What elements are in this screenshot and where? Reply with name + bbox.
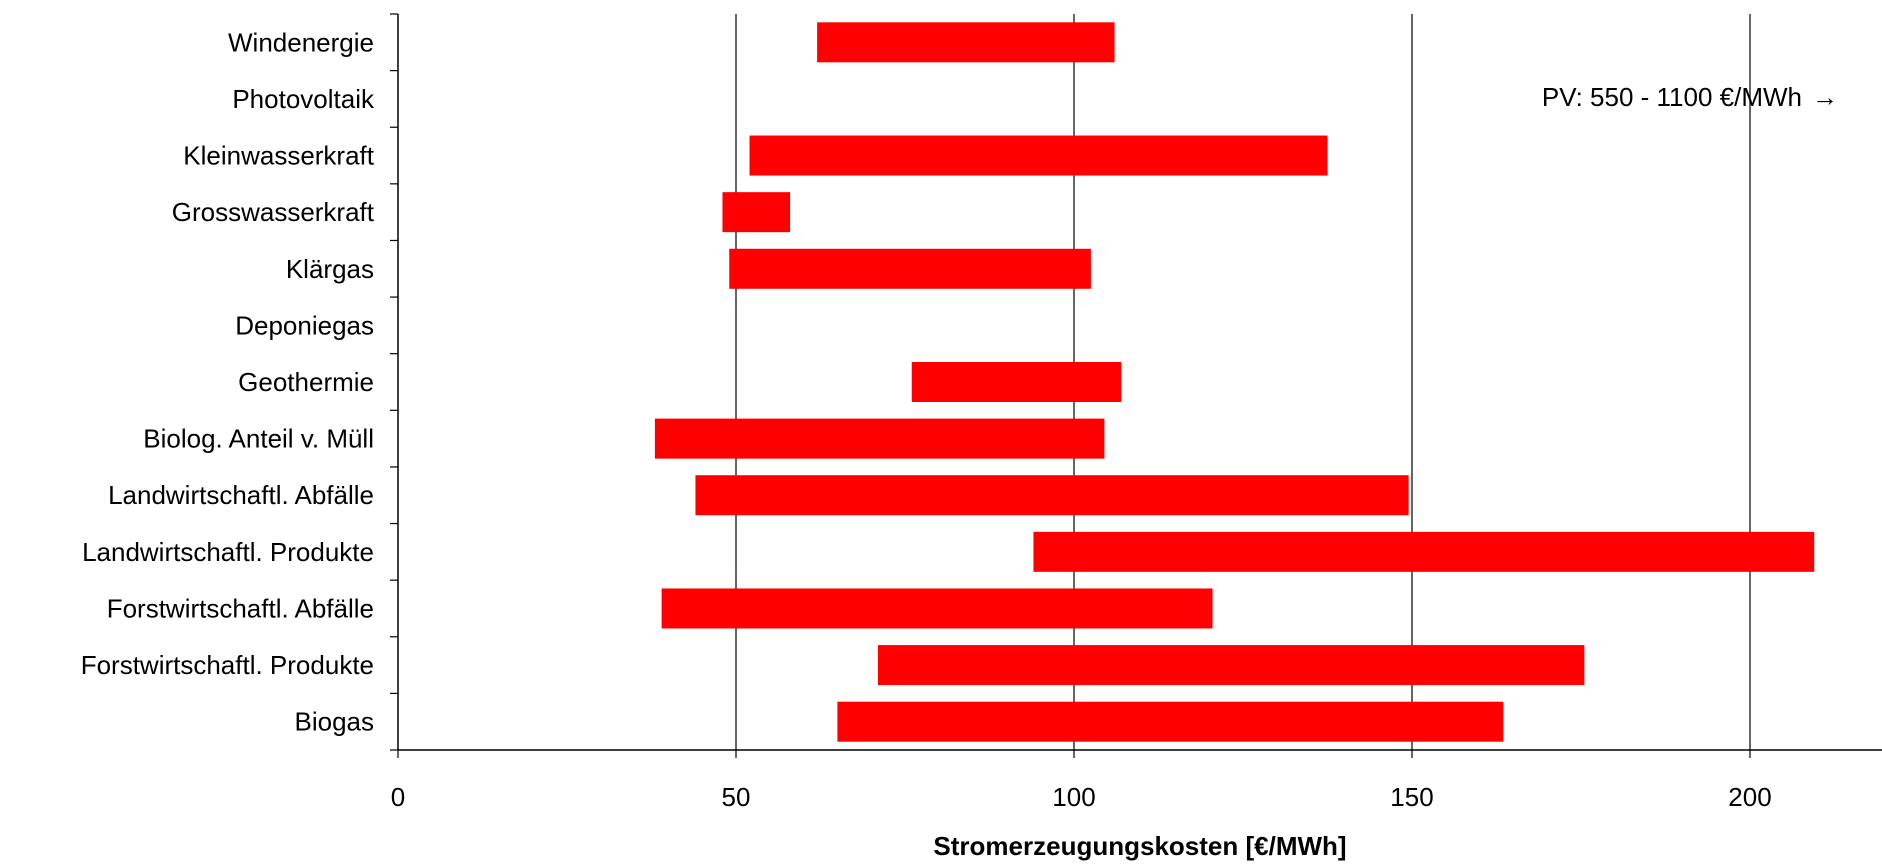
pv-annotation-text: PV: 550 - 1100 €/MWh [1542, 82, 1802, 112]
bar-landwirtschaftl-abfälle [695, 475, 1409, 516]
category-label: Grosswasserkraft [172, 197, 375, 227]
x-tick-labels: 0 50 100 150 200 [391, 782, 1772, 812]
bar-landwirtschaftl-produkte [1033, 531, 1815, 572]
category-label: Geothermie [238, 367, 374, 397]
x-tick-label: 0 [391, 782, 405, 812]
category-label: Landwirtschaftl. Produkte [82, 537, 374, 567]
x-tick-label: 100 [1052, 782, 1095, 812]
category-label: Windenergie [228, 27, 374, 57]
category-label: Photovoltaik [232, 84, 375, 114]
x-tick-label: 200 [1728, 782, 1771, 812]
category-labels: Windenergie Photovoltaik Kleinwasserkraft G… [81, 27, 375, 736]
right-arrow-icon: → [1812, 82, 1838, 112]
bar-forstwirtschaftl-abfälle [661, 588, 1213, 629]
bar-biogas [837, 701, 1504, 742]
x-tick-label: 50 [722, 782, 751, 812]
axes [390, 13, 1882, 758]
category-label: Forstwirtschaftl. Abfälle [107, 593, 374, 623]
bars [654, 22, 1815, 742]
category-label: Landwirtschaftl. Abfälle [108, 480, 374, 510]
pv-annotation: PV: 550 - 1100 €/MWh → [1542, 82, 1838, 112]
bar-biolog-anteil-v-müll [654, 418, 1105, 459]
category-label: Kleinwasserkraft [183, 141, 375, 171]
category-label: Biogas [295, 707, 375, 737]
bar-forstwirtschaftl-produkte [877, 645, 1585, 686]
bar-geothermie [911, 362, 1122, 402]
bar-klärgas [729, 248, 1091, 289]
category-label: Klärgas [286, 254, 374, 284]
bar-windenergie [817, 22, 1115, 63]
category-label: Biolog. Anteil v. Müll [143, 424, 374, 454]
x-axis-title: Stromerzeugungskosten [€/MWh] [933, 831, 1346, 861]
grid-lines [735, 14, 1751, 750]
x-tick-label: 150 [1390, 782, 1433, 812]
category-label: Forstwirtschaftl. Produkte [81, 650, 374, 680]
category-label: Deponiegas [235, 310, 374, 340]
bar-kleinwasserkraft [749, 135, 1328, 176]
bar-grosswasserkraft [722, 192, 791, 233]
